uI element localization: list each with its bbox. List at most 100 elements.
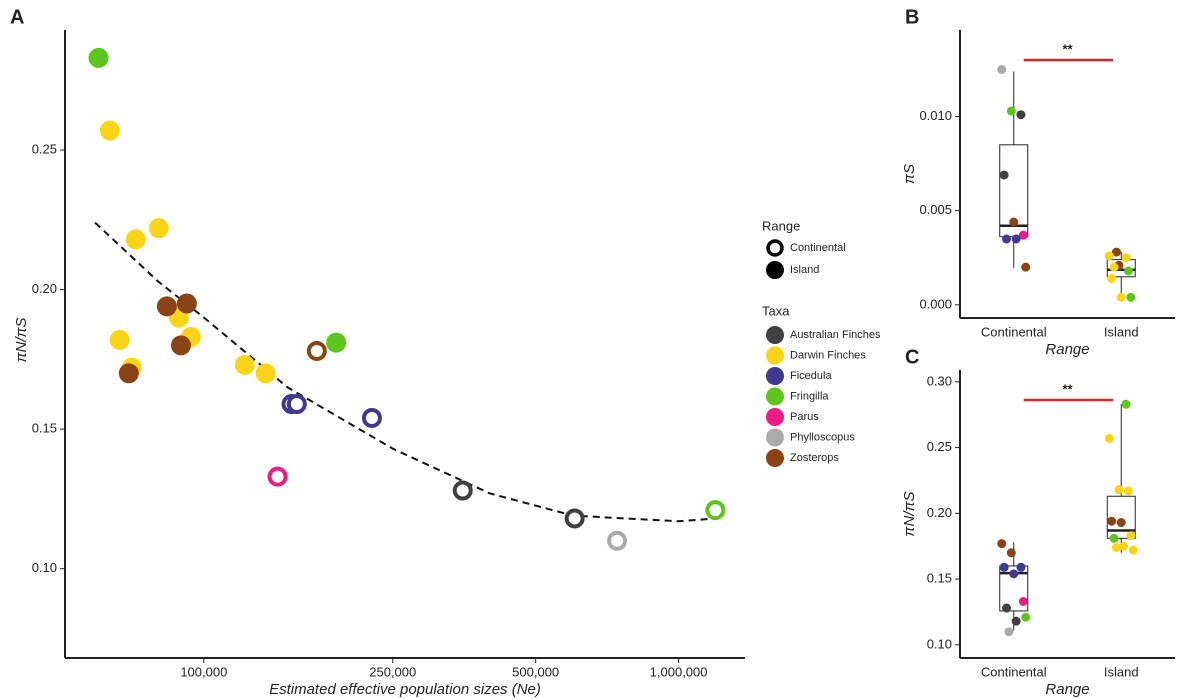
point: [1107, 274, 1116, 283]
point: [1114, 485, 1123, 494]
legend-key: [766, 261, 784, 279]
point: [1124, 266, 1133, 275]
legend-key: [766, 347, 784, 365]
point-continental: [364, 410, 380, 426]
point: [1021, 613, 1030, 622]
y-tick-label: 0.000: [919, 296, 952, 311]
point: [1122, 253, 1131, 262]
point-island: [89, 48, 109, 68]
point: [1021, 263, 1030, 272]
y-tick-label: 0.005: [919, 202, 952, 217]
y-tick-label: 0.10: [32, 560, 57, 575]
point-island: [235, 355, 255, 375]
point-island: [256, 363, 276, 383]
point-island: [119, 363, 139, 383]
point: [1126, 531, 1135, 540]
point: [1009, 218, 1018, 227]
legend-label: Zosterops: [790, 452, 839, 464]
point: [1112, 543, 1121, 552]
point: [1126, 293, 1135, 302]
x-tick-label: Continental: [981, 324, 1047, 339]
legend-key: [766, 408, 784, 426]
point: [1107, 517, 1116, 526]
y-tick-label: 0.010: [919, 108, 952, 123]
panel-label: C: [905, 346, 919, 368]
x-tick-label: Island: [1104, 324, 1139, 339]
point: [1110, 263, 1119, 272]
y-tick-label: 0.30: [927, 373, 952, 388]
x-tick-label: 250,000: [369, 664, 416, 679]
point-island: [149, 218, 169, 238]
x-tick-label: Continental: [981, 664, 1047, 679]
point: [1002, 604, 1011, 613]
point: [1122, 400, 1131, 409]
point: [1007, 106, 1016, 115]
x-tick-label: 500,000: [512, 664, 559, 679]
point-continental: [707, 502, 723, 518]
legend-key: [766, 388, 784, 406]
y-axis-title: πN/πS: [13, 317, 30, 362]
point: [997, 539, 1006, 548]
y-axis-title: πN/πS: [901, 491, 918, 536]
point-island: [171, 335, 191, 355]
point: [1019, 597, 1028, 606]
point-continental: [609, 533, 625, 549]
legend-label: Parus: [790, 411, 819, 423]
point: [1004, 627, 1013, 636]
point-continental: [309, 343, 325, 359]
figure: A0.100.150.200.25100,000250,000500,0001,…: [0, 0, 1180, 699]
panel-label: B: [905, 6, 919, 28]
point: [1110, 534, 1119, 543]
x-axis-title: Range: [1045, 681, 1089, 698]
legend-label: Island: [790, 264, 819, 276]
point: [1105, 434, 1114, 443]
y-tick-label: 0.15: [32, 421, 57, 436]
point: [1000, 563, 1009, 572]
legend-label: Continental: [790, 242, 846, 254]
point-continental: [270, 469, 286, 485]
point-island: [110, 330, 130, 350]
x-tick-label: Island: [1104, 664, 1139, 679]
legend-key: [766, 449, 784, 467]
legend-key: [768, 241, 782, 255]
y-tick-label: 0.25: [927, 439, 952, 454]
point: [1124, 486, 1133, 495]
legend-key: [766, 429, 784, 447]
legend-title: Range: [762, 218, 800, 233]
trend-line: [95, 223, 716, 522]
point: [997, 65, 1006, 74]
point: [1016, 563, 1025, 572]
significance: **: [1062, 41, 1073, 56]
y-axis-title: πS: [901, 164, 918, 184]
point-island: [157, 296, 177, 316]
point-continental: [289, 396, 305, 412]
y-tick-label: 0.20: [927, 505, 952, 520]
point: [1000, 170, 1009, 179]
point: [1007, 548, 1016, 557]
point: [1002, 234, 1011, 243]
point-island: [126, 229, 146, 249]
x-axis-title: Range: [1045, 341, 1089, 358]
legend-label: Fringilla: [790, 390, 829, 402]
point: [1129, 546, 1138, 555]
x-tick-label: 100,000: [180, 664, 227, 679]
point: [1012, 617, 1021, 626]
x-tick-label: 1,000,000: [650, 664, 708, 679]
point-continental: [455, 483, 471, 499]
y-tick-label: 0.25: [32, 141, 57, 156]
y-tick-label: 0.20: [32, 281, 57, 296]
legend-label: Phylloscopus: [790, 431, 855, 443]
legend-label: Australian Finches: [790, 329, 881, 341]
legend-label: Ficedula: [790, 370, 832, 382]
legend-label: Darwin Finches: [790, 349, 866, 361]
legend-key: [766, 367, 784, 385]
point: [1016, 110, 1025, 119]
legend-title: Taxa: [762, 303, 790, 318]
point: [1012, 234, 1021, 243]
significance: **: [1062, 381, 1073, 396]
point-island: [326, 333, 346, 353]
x-axis-title: Estimated effective population sizes (Ne…: [269, 681, 541, 698]
y-tick-label: 0.15: [927, 571, 952, 586]
point-continental: [567, 510, 583, 526]
legend-key: [766, 326, 784, 344]
